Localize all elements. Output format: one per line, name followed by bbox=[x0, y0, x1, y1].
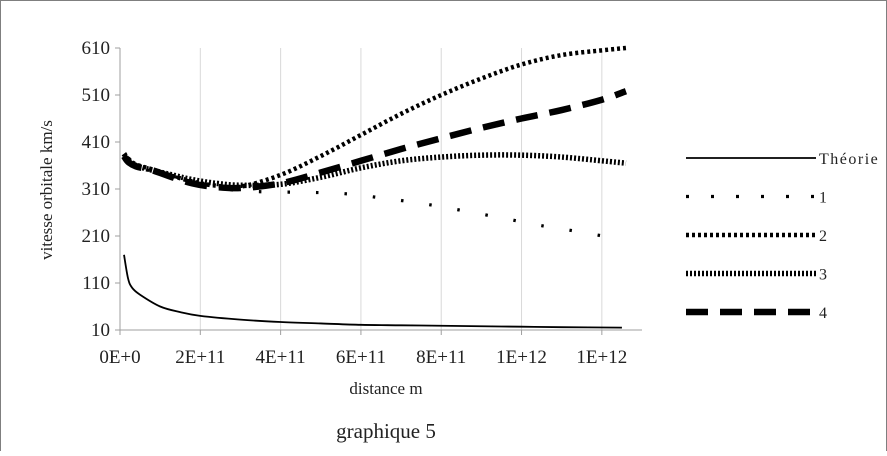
legend-label-3: 2 bbox=[819, 228, 827, 245]
series-line-2 bbox=[122, 155, 619, 241]
legend: Théorie 1 2 3 4 bbox=[686, 151, 879, 322]
x-tick-label-6: 1E+12 bbox=[576, 347, 627, 368]
x-tick-label-1: 2E+11 bbox=[175, 347, 225, 368]
x-tick-label-5: 1E+12 bbox=[496, 347, 547, 368]
x-tick-label-2: 4E+11 bbox=[256, 347, 306, 368]
series-line-1 bbox=[123, 254, 622, 329]
x-axis-title: distance m bbox=[349, 379, 422, 398]
y-tick-label-1: 110 bbox=[82, 273, 110, 294]
y-tick-label-2: 210 bbox=[82, 226, 111, 247]
y-tick-label-0: 10 bbox=[91, 320, 110, 341]
x-tick-label-3: 6E+11 bbox=[336, 347, 386, 368]
x-tick-label-0: 0E+0 bbox=[99, 347, 140, 368]
chart-caption: graphique 5 bbox=[336, 419, 436, 443]
series-layer bbox=[121, 45, 628, 329]
y-tick-label-3: 310 bbox=[82, 179, 111, 200]
y-tick-labels: 10 110 210 310 410 510 610 bbox=[82, 38, 120, 341]
series-line-5 bbox=[121, 88, 628, 192]
grid bbox=[119, 48, 603, 330]
x-tick-label-4: 8E+11 bbox=[416, 347, 466, 368]
y-tick-label-4: 410 bbox=[82, 132, 111, 153]
y-axis-title: vitesse orbitale km/s bbox=[37, 120, 56, 260]
legend-label-4: 3 bbox=[819, 267, 827, 284]
x-tick-labels: 0E+0 2E+11 4E+11 6E+11 8E+11 1E+12 1E+12 bbox=[99, 330, 627, 368]
axes bbox=[119, 48, 642, 331]
y-tick-label-5: 510 bbox=[82, 85, 111, 106]
series-line-4 bbox=[121, 152, 627, 189]
legend-label-5: 4 bbox=[819, 305, 827, 322]
legend-label-1: Théorie bbox=[819, 151, 879, 168]
y-tick-label-6: 610 bbox=[82, 38, 111, 59]
legend-label-2: 1 bbox=[819, 190, 827, 207]
